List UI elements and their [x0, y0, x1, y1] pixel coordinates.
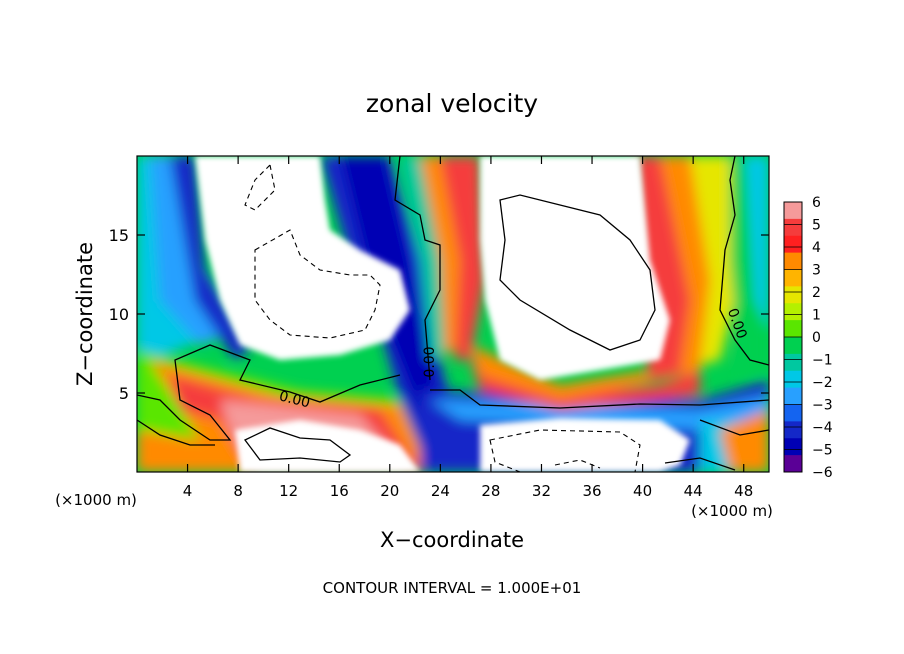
- colorbar-swatch: [784, 404, 802, 422]
- x-tick-label: 40: [633, 482, 652, 500]
- colorbar-swatch: [784, 303, 802, 321]
- colorbar-tick-label: −3: [812, 398, 833, 414]
- colorbar-swatch: [784, 387, 802, 405]
- y-tick-label: 5: [119, 384, 129, 403]
- colorbar-swatch: [784, 353, 802, 372]
- y-tick-label: 10: [109, 305, 129, 324]
- colorbar-swatch: [784, 421, 802, 439]
- colorbar-tick-label: 0: [812, 330, 821, 346]
- colorbar-tick-label: 2: [812, 285, 821, 301]
- colorbar-swatch: [784, 202, 802, 220]
- x-tick-label: 4: [183, 482, 193, 500]
- x-tick-label: 24: [431, 482, 450, 500]
- contour-label: 0.00: [277, 388, 311, 411]
- x-tick-label: 32: [532, 482, 551, 500]
- x-tick-label: 16: [330, 482, 349, 500]
- y-axis-label: Z−coordinate: [73, 242, 97, 386]
- y-axis: 5 10 15: [109, 226, 769, 403]
- colorbar-tick-label: 6: [812, 195, 821, 211]
- x-tick-label: 48: [734, 482, 753, 500]
- colorbar-swatch: [784, 252, 802, 270]
- colorbar-swatch: [784, 337, 802, 355]
- colorbar-tick-label: −1: [812, 353, 833, 369]
- colorbar: 6 5 4 3 2 1 0 −1 −2 −3 −4 −5 −6: [783, 195, 833, 481]
- x-tick-label: 8: [233, 482, 243, 500]
- colorbar-swatch: [784, 438, 802, 456]
- colorbar-tick-label: 1: [812, 308, 821, 324]
- colorbar-tick-label: 5: [812, 218, 821, 234]
- colorbar-swatch: [784, 455, 802, 473]
- colorbar-swatch: [784, 269, 802, 287]
- colorbar-tick-label: 3: [812, 263, 821, 279]
- x-axis: 4 8 12 16 20 24 28 32 36 40 44 48: [183, 156, 753, 500]
- colorbar-swatch: [784, 286, 802, 304]
- x-tick-label: 44: [684, 482, 703, 500]
- y-tick-label: 15: [109, 226, 129, 245]
- heatmap-field: 0.00 0.00 0.00: [137, 156, 769, 472]
- contour-label: 0.00: [422, 346, 438, 377]
- colorbar-swatch: [784, 218, 802, 237]
- colorbar-swatch: [784, 320, 802, 338]
- contour-interval-note: CONTOUR INTERVAL = 1.000E+01: [323, 579, 582, 597]
- colorbar-tick-label: −5: [812, 443, 833, 459]
- x-tick-label: 28: [481, 482, 500, 500]
- x-unit-label-right: (×1000 m): [691, 502, 773, 520]
- chart-title: zonal velocity: [366, 89, 538, 118]
- x-unit-label-left: (×1000 m): [55, 491, 137, 509]
- colorbar-swatch: [784, 370, 802, 389]
- x-tick-label: 20: [380, 482, 399, 500]
- x-tick-label: 12: [279, 482, 298, 500]
- colorbar-tick-label: −4: [812, 420, 833, 436]
- x-axis-label: X−coordinate: [380, 528, 524, 552]
- colorbar-tick-label: −2: [812, 375, 833, 391]
- colorbar-swatch: [784, 235, 802, 254]
- x-tick-label: 36: [582, 482, 601, 500]
- colorbar-tick-label: 4: [812, 240, 821, 256]
- colorbar-tick-label: −6: [812, 465, 833, 481]
